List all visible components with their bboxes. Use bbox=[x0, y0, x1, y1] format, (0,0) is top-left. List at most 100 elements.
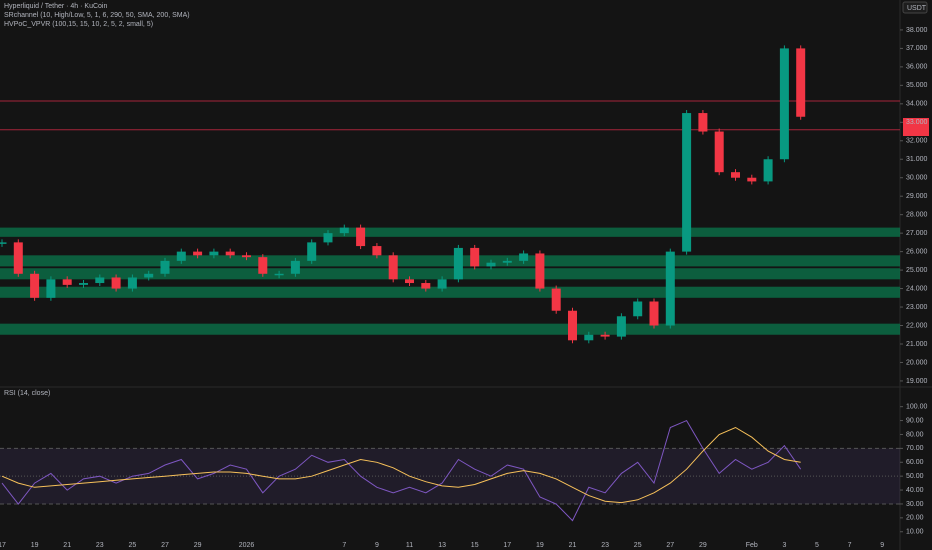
x-tick-label: 2026 bbox=[239, 542, 255, 549]
candle bbox=[405, 279, 414, 284]
y-tick-label: 26.000 bbox=[906, 248, 928, 255]
candle bbox=[0, 242, 7, 244]
candle bbox=[30, 273, 40, 298]
y-tick-label: 60.00 bbox=[906, 459, 924, 466]
candle bbox=[127, 277, 137, 289]
candle bbox=[519, 253, 529, 261]
y-tick-label: 32.000 bbox=[906, 138, 928, 145]
x-tick-label: 17 bbox=[503, 542, 511, 549]
candle bbox=[372, 246, 382, 256]
x-tick-label: 3 bbox=[782, 542, 786, 549]
candle bbox=[568, 310, 577, 341]
candle bbox=[388, 255, 398, 280]
y-tick-label: 35.000 bbox=[906, 82, 928, 89]
y-tick-label: 27.000 bbox=[906, 230, 928, 237]
candle bbox=[242, 255, 251, 258]
candle bbox=[258, 257, 268, 274]
candle bbox=[46, 279, 56, 298]
y-tick-label: 31.000 bbox=[906, 156, 928, 163]
candle bbox=[470, 247, 480, 267]
candle bbox=[649, 301, 659, 326]
candle bbox=[616, 316, 626, 337]
sr-zone bbox=[0, 268, 900, 280]
candle bbox=[111, 277, 121, 289]
rsi-line bbox=[1, 426, 801, 504]
x-tick-label: 9 bbox=[880, 542, 884, 549]
x-tick-label: 21 bbox=[63, 542, 71, 549]
rsi-line bbox=[1, 419, 802, 522]
x-tick-label: 23 bbox=[96, 542, 104, 549]
x-tick-label: 13 bbox=[438, 542, 446, 549]
candle bbox=[502, 260, 512, 263]
y-tick-label: 100.00 bbox=[906, 404, 928, 411]
y-tick-label: 30.000 bbox=[906, 175, 928, 182]
rsi-title: RSI (14, close) bbox=[4, 390, 50, 397]
y-tick-label: 23.000 bbox=[906, 304, 928, 311]
y-tick-label: 29.000 bbox=[906, 193, 928, 200]
y-tick-label: 20.00 bbox=[906, 515, 924, 522]
x-tick-label: 21 bbox=[569, 542, 577, 549]
y-tick-label: 37.000 bbox=[906, 45, 928, 52]
y-tick-label: 28.000 bbox=[906, 212, 928, 219]
candle bbox=[779, 48, 789, 160]
x-tick-label: 27 bbox=[666, 542, 674, 549]
candle bbox=[160, 260, 170, 274]
sr-zone bbox=[0, 255, 900, 267]
indicator-label: SRchannel (10, High/Low, 5, 1, 6, 290, 5… bbox=[4, 12, 190, 19]
candle bbox=[714, 131, 724, 173]
x-tick-label: 29 bbox=[194, 542, 202, 549]
candle bbox=[486, 262, 496, 267]
indicator-label: HVPoC_VPVR (100,15, 15, 10, 2, 5, 2, sma… bbox=[4, 21, 153, 28]
chart-title: Hyperliquid / Tether · 4h · KuCoin bbox=[4, 3, 107, 10]
last-price-box bbox=[903, 118, 929, 136]
x-tick-label: 7 bbox=[342, 542, 346, 549]
x-tick-label: 25 bbox=[634, 542, 642, 549]
y-tick-label: 30.00 bbox=[906, 501, 924, 508]
candle bbox=[731, 172, 740, 178]
candle bbox=[356, 227, 366, 247]
sr-zone bbox=[0, 286, 900, 298]
x-tick-label: 9 bbox=[375, 542, 379, 549]
x-tick-label: 15 bbox=[471, 542, 479, 549]
y-tick-label: 70.00 bbox=[906, 445, 924, 452]
candle bbox=[339, 227, 349, 234]
candle bbox=[176, 251, 186, 261]
y-tick-label: 25.000 bbox=[906, 267, 928, 274]
candle bbox=[307, 242, 317, 261]
y-tick-label: 20.000 bbox=[906, 359, 928, 366]
candle bbox=[535, 253, 545, 289]
x-tick-label: 17 bbox=[0, 542, 6, 549]
currency-label: USDT bbox=[907, 5, 927, 12]
candle bbox=[763, 159, 773, 182]
x-tick-label: 25 bbox=[129, 542, 137, 549]
currency-box[interactable] bbox=[902, 1, 928, 14]
y-tick-label: 34.000 bbox=[906, 101, 928, 108]
y-tick-label: 50.00 bbox=[906, 473, 924, 480]
candle bbox=[551, 288, 561, 311]
y-tick-label: 10.00 bbox=[906, 529, 924, 536]
x-tick-label: 19 bbox=[31, 542, 39, 549]
sr-zone bbox=[0, 323, 900, 335]
candle bbox=[665, 251, 675, 326]
candle bbox=[698, 113, 708, 132]
candle bbox=[209, 251, 219, 256]
x-tick-label: 19 bbox=[536, 542, 544, 549]
y-tick-label: 19.000 bbox=[906, 378, 928, 385]
y-tick-label: 40.00 bbox=[906, 487, 924, 494]
y-tick-label: 24.000 bbox=[906, 285, 928, 292]
y-tick-label: 21.000 bbox=[906, 341, 928, 348]
candle bbox=[584, 334, 594, 341]
candle bbox=[682, 113, 692, 252]
candle bbox=[193, 251, 203, 256]
candle bbox=[600, 334, 610, 337]
y-tick-label: 33.000 bbox=[906, 119, 928, 126]
candle bbox=[144, 273, 154, 278]
candle bbox=[79, 283, 88, 285]
candle bbox=[453, 247, 463, 280]
y-tick-label: 90.00 bbox=[906, 417, 924, 424]
candle bbox=[747, 177, 757, 182]
x-tick-label: 7 bbox=[848, 542, 852, 549]
candle bbox=[633, 301, 643, 317]
x-tick-label: 27 bbox=[161, 542, 169, 549]
